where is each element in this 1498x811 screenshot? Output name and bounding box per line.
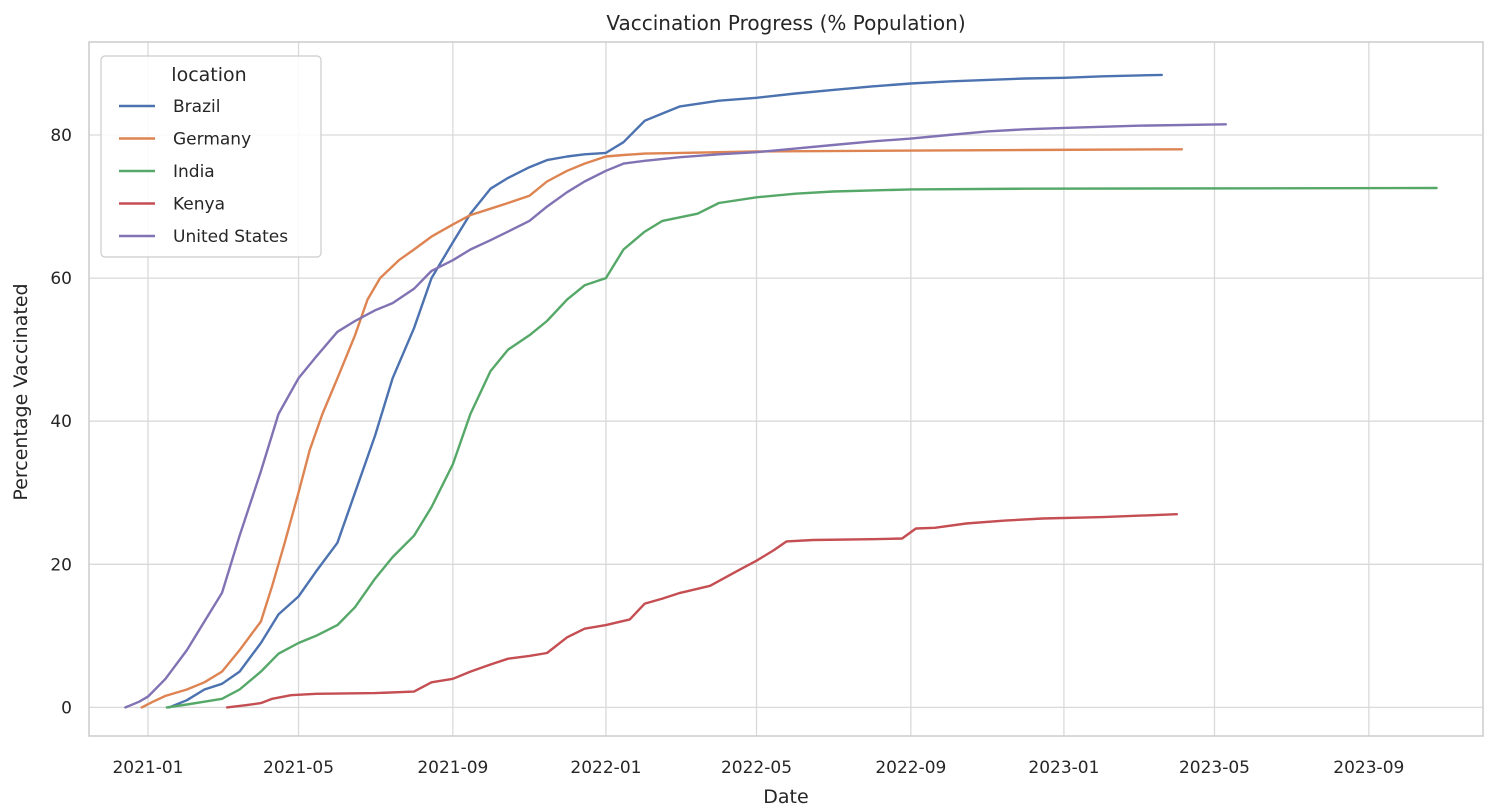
series-lines [124,73,1438,709]
chart-title: Vaccination Progress (% Population) [606,11,965,35]
legend-label: Germany [173,130,251,150]
y-axis-tick-labels: 0 20 40 60 80 [50,126,72,718]
legend-box [100,55,322,258]
legend-label: Kenya [173,195,225,215]
legend-entry-kenya: Kenya [119,195,225,215]
y-axis-label: Percentage Vaccinated [10,283,32,500]
x-gridlines [147,42,1370,736]
y-tick-label: 20 [50,555,72,575]
y-tick-label: 60 [50,269,72,289]
x-tick-label: 2023-05 [1179,758,1250,778]
series-line-india [165,186,1438,709]
legend-title: location [171,64,246,86]
x-tick-label: 2021-05 [263,758,334,778]
legend-entry-united-states: United States [119,227,288,247]
series-line-united-states [124,123,1227,709]
plot-frame [88,41,1484,737]
x-axis-tick-labels: 2021-01 2021-05 2021-09 2022-01 2022-05 2022-… [112,758,1404,778]
legend-entries: Brazil Germany India Kenya United States [119,97,288,247]
x-tick-label: 2021-01 [112,758,183,778]
x-axis-label: Date [763,786,808,808]
legend-label: United States [173,227,288,247]
legend-label: Brazil [173,97,220,117]
y-tick-label: 0 [61,698,72,718]
series-line-kenya [225,513,1178,709]
legend-entry-india: India [119,162,215,182]
legend-entry-brazil: Brazil [119,97,220,117]
x-tick-label: 2023-09 [1333,758,1404,778]
x-tick-label: 2023-01 [1028,758,1099,778]
y-tick-label: 80 [50,126,72,146]
x-tick-label: 2022-05 [721,758,792,778]
series-line-brazil [168,73,1163,709]
x-tick-label: 2021-09 [417,758,488,778]
legend-label: India [173,162,215,182]
x-tick-label: 2022-01 [570,758,641,778]
series-line-germany [140,148,1184,709]
y-tick-label: 40 [50,412,72,432]
legend: location Brazil Germany India Kenya United S… [100,55,322,258]
x-tick-label: 2022-09 [875,758,946,778]
legend-entry-germany: Germany [119,130,251,150]
